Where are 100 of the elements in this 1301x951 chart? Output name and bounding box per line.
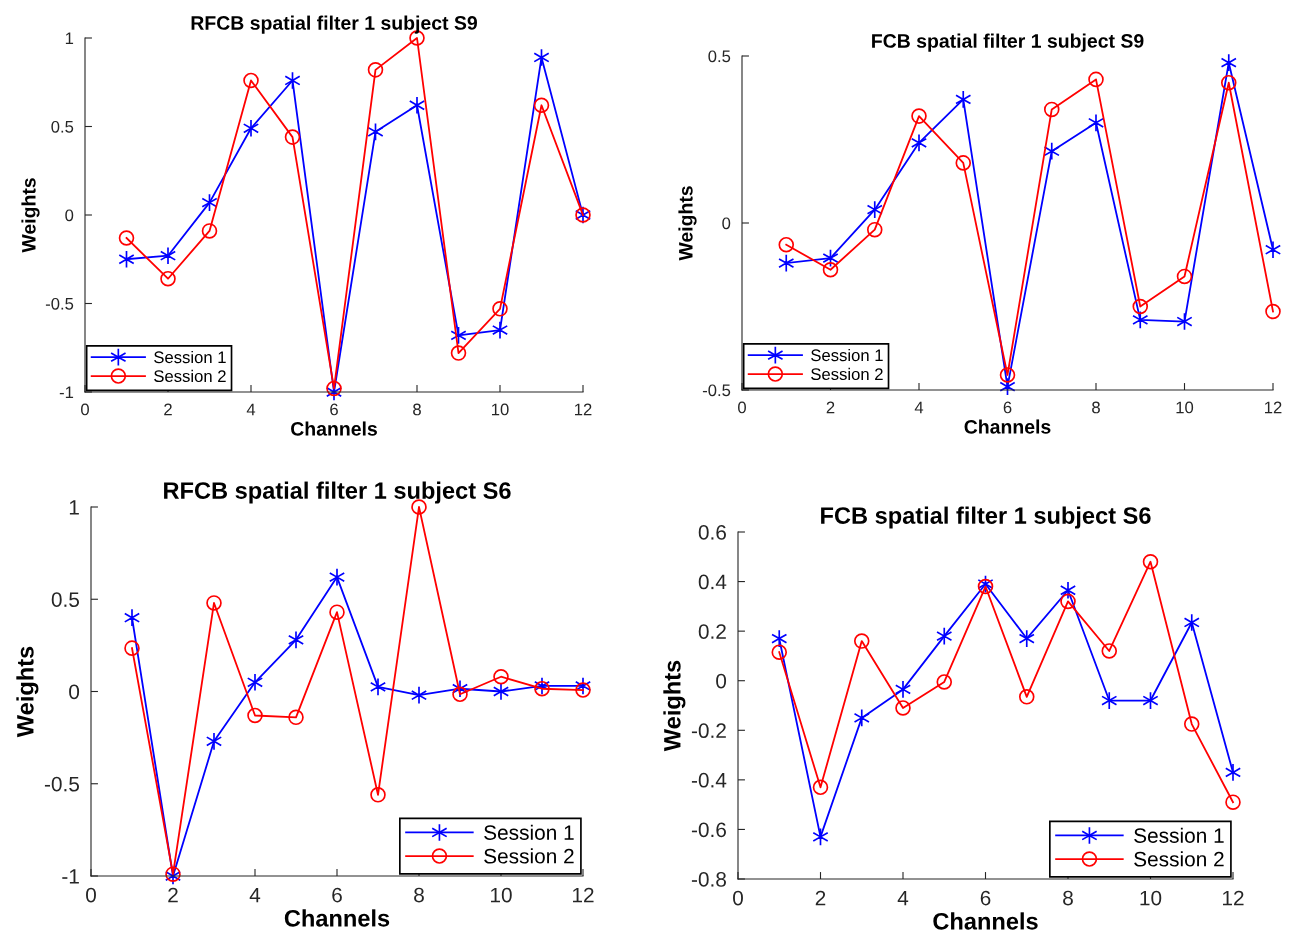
x-tick-label: 0 <box>738 401 746 414</box>
x-tick-label: 2 <box>164 403 172 416</box>
x-tick-label: 6 <box>980 890 991 906</box>
y-tick-label: 1 <box>65 32 74 45</box>
x-tick-label: 4 <box>914 401 924 414</box>
point <box>287 630 305 650</box>
point <box>242 119 260 138</box>
point <box>955 90 972 109</box>
point <box>778 236 795 253</box>
point <box>771 629 788 648</box>
legend-label: Session 1 <box>154 350 226 364</box>
point <box>1265 303 1281 320</box>
chart-title: FCB spatial filter 1 subject S6 <box>821 506 1151 529</box>
point <box>1225 794 1241 810</box>
x-tick-label: 10 <box>1140 890 1162 906</box>
x-tick-label: 10 <box>491 887 512 903</box>
point <box>1224 763 1242 782</box>
x-tick-label: 4 <box>897 890 909 906</box>
legend-label: Session 2 <box>1134 851 1224 867</box>
point <box>367 62 384 78</box>
x-tick-label: 8 <box>413 403 421 416</box>
x-axis-title: Channels <box>964 419 1051 434</box>
y-axis-title: Weights <box>21 178 40 253</box>
point <box>1087 113 1105 132</box>
point <box>450 345 467 361</box>
point <box>1043 101 1060 118</box>
point <box>977 578 994 595</box>
point <box>118 230 135 246</box>
point <box>936 674 953 690</box>
x-axis-title: Channels <box>291 421 377 436</box>
y-tick-label: -0.5 <box>44 776 80 792</box>
point <box>575 682 591 698</box>
x-tick-label: 6 <box>332 887 342 903</box>
point <box>452 686 468 703</box>
point <box>326 380 342 397</box>
point <box>771 644 788 660</box>
point <box>246 673 264 692</box>
y-tick-label: -0.6 <box>691 822 726 838</box>
x-tick-label: 0 <box>733 890 743 906</box>
x-tick-label: 6 <box>330 403 338 416</box>
x-tick-label: 8 <box>1092 401 1100 414</box>
x-tick-label: 8 <box>414 887 424 903</box>
chart-title: FCB spatial filter 1 subject S9 <box>872 33 1144 52</box>
point <box>1043 142 1060 161</box>
y-tick-label: 0.5 <box>708 50 731 63</box>
point <box>866 221 883 238</box>
point <box>159 246 177 265</box>
x-tick-label: 2 <box>168 887 178 903</box>
point <box>1059 581 1077 600</box>
x-tick-label: 6 <box>1003 401 1012 414</box>
point <box>936 626 953 646</box>
legend-label: Session 2 <box>154 369 226 383</box>
point <box>822 261 839 278</box>
point <box>534 680 550 697</box>
point <box>1088 71 1104 88</box>
point <box>1018 689 1035 705</box>
point <box>1132 310 1149 330</box>
point <box>160 270 176 287</box>
x-axis-title: Channels <box>284 909 390 927</box>
x-tick-label: 12 <box>575 403 592 416</box>
legend-label: Session 1 <box>484 824 574 840</box>
y-tick-label: -0.4 <box>691 772 727 788</box>
point <box>124 640 140 656</box>
point <box>812 779 829 796</box>
y-tick-label: 0.2 <box>698 624 726 639</box>
point <box>853 708 870 728</box>
x-tick-label: 4 <box>246 403 256 416</box>
point <box>853 633 870 649</box>
point <box>999 367 1016 383</box>
y-tick-label: 0.5 <box>51 120 74 133</box>
point <box>894 680 912 699</box>
point <box>1101 643 1118 659</box>
point <box>1183 613 1200 632</box>
point <box>370 787 386 803</box>
x-tick-label: 0 <box>86 887 96 903</box>
chart-title: RFCB spatial filter 1 subject S9 <box>191 15 477 34</box>
point <box>493 668 509 685</box>
x-tick-label: 2 <box>815 890 826 906</box>
x-axis-title: Channels <box>933 912 1038 930</box>
y-tick-label: 0 <box>722 217 731 230</box>
point <box>206 595 222 611</box>
legend-label: Session 2 <box>811 367 883 381</box>
y-tick-label: 0.6 <box>698 525 726 540</box>
point <box>205 732 223 751</box>
point <box>778 253 795 273</box>
y-tick-label: 1 <box>69 500 79 515</box>
point <box>288 709 304 726</box>
point <box>284 129 301 145</box>
point <box>410 686 428 705</box>
y-tick-label: -1 <box>59 386 74 399</box>
point <box>533 97 550 114</box>
point <box>1018 629 1035 648</box>
point <box>1264 240 1282 259</box>
x-tick-label: 2 <box>826 401 835 414</box>
point <box>123 608 141 627</box>
chart-title: RFCB spatial filter 1 subject S6 <box>164 481 511 504</box>
point <box>1101 691 1118 710</box>
y-tick-label: 0.4 <box>698 574 727 590</box>
x-tick-label: 4 <box>249 887 261 903</box>
x-tick-label: 12 <box>1265 401 1282 414</box>
